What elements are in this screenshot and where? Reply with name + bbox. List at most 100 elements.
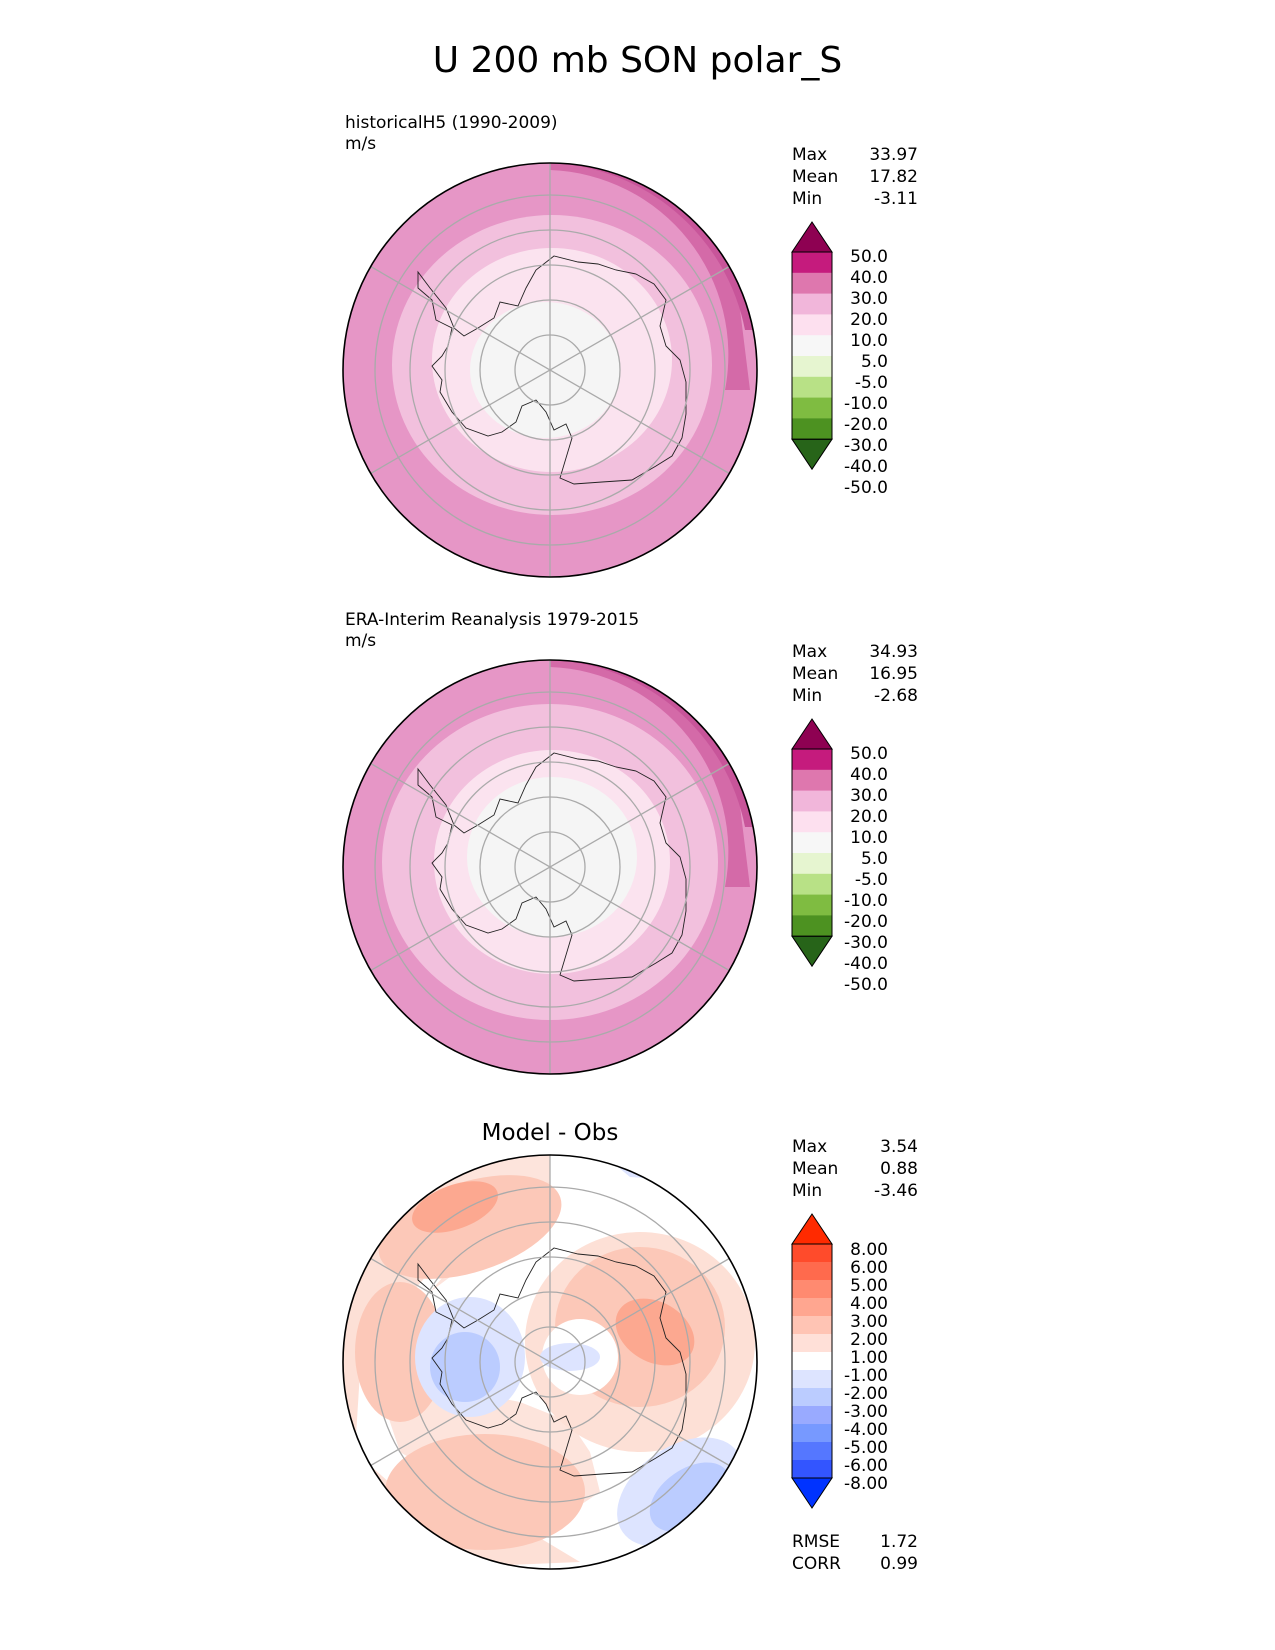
contour-3-4-nw [412, 1181, 498, 1233]
colorbar-segment [792, 1442, 832, 1461]
contour-neg2-neg3-w [430, 1332, 500, 1402]
graticule [370, 1155, 730, 1569]
tick-label: 10.0 [850, 828, 888, 848]
colorbar-diff [791, 1213, 833, 1509]
panel-title-diff: Model - Obs [481, 1120, 619, 1146]
tick-label: -5.0 [854, 870, 888, 890]
contour-1-2-outer [343, 1182, 580, 1569]
colorbar-segment [792, 418, 832, 440]
colorbar-segment [792, 1316, 832, 1335]
tick-label: -10.0 [844, 394, 888, 414]
tick-label: 50.0 [850, 744, 888, 764]
tick-label: 20.0 [850, 807, 888, 827]
colorbar-segment [792, 1370, 832, 1389]
colorbar-extend-min [791, 438, 833, 471]
polar-map-diff [342, 1154, 758, 1570]
colorbar-segment [792, 915, 832, 937]
colorbar-segment [792, 376, 832, 399]
tick-label: -2.00 [844, 1384, 888, 1404]
stat-min: Min -3.46 [792, 1181, 918, 1201]
contour-2-3-s [385, 1434, 585, 1550]
stat-max: Max 34.93 [792, 642, 918, 662]
colorbar-segment [792, 1460, 832, 1479]
colorbar-model [791, 221, 833, 471]
tick-label: 3.00 [850, 1312, 888, 1332]
contour-30-40 [550, 660, 750, 887]
colorbar-segment [792, 356, 832, 378]
tick-label: -40.0 [844, 954, 888, 974]
colorbar-extend-max [791, 221, 833, 253]
colorbar-segment [792, 1298, 832, 1317]
colorbar-segment [792, 1244, 832, 1263]
tick-label: -20.0 [844, 415, 888, 435]
panel-units-obs: m/s [345, 631, 377, 651]
tick-label: 50.0 [850, 247, 888, 267]
tick-label: 10.0 [850, 331, 888, 351]
stat-max: Max 33.97 [792, 145, 918, 165]
tick-label: 30.0 [850, 289, 888, 309]
panel-title-model: historicalH5 (1990-2009) [345, 113, 558, 133]
colorbar-segment [792, 1352, 832, 1371]
polar-map-obs [342, 659, 758, 1075]
colorbar-frame [791, 748, 833, 937]
contour-1-2-west [343, 1155, 600, 1512]
colorbar-segment [792, 272, 832, 295]
stat-min: Min -2.68 [792, 686, 918, 706]
colorbar-segment [792, 811, 832, 833]
colorbar-extend-min [791, 1477, 833, 1509]
colorbar-segment [792, 853, 832, 875]
colorbar-segment [792, 1424, 832, 1443]
metric-corr: CORR 0.99 [792, 1554, 918, 1574]
colorbar-segment [792, 1280, 832, 1299]
contour-3-4-e [615, 1298, 695, 1366]
graticule [370, 660, 730, 1074]
colorbar-segment [792, 1406, 832, 1425]
colorbar-extend-max [791, 1213, 833, 1245]
coastline [417, 1247, 687, 1477]
map-boundary [342, 162, 758, 578]
colorbar-obs [791, 718, 833, 968]
colorbar-segment [792, 832, 832, 854]
tick-label: 20.0 [850, 310, 888, 330]
colorbar-segment [792, 790, 832, 812]
tick-label: 30.0 [850, 786, 888, 806]
colorbar-segment [792, 1262, 832, 1281]
panel-units-model: m/s [345, 134, 377, 154]
tick-label: 2.00 [850, 1330, 888, 1350]
coastline [417, 752, 687, 982]
tick-label: -50.0 [844, 975, 888, 995]
polar-map-model [342, 162, 758, 578]
coastline [417, 255, 687, 485]
stat-max: Max 3.54 [792, 1137, 918, 1157]
tick-label: -40.0 [844, 457, 888, 477]
contour-neg5-5 [470, 302, 620, 438]
tick-label: -20.0 [844, 912, 888, 932]
colorbar-segment [792, 314, 832, 336]
tick-label: -1.00 [844, 1366, 888, 1386]
tick-label: -6.00 [844, 1456, 888, 1476]
tick-label: -8.00 [844, 1474, 888, 1494]
tick-label: 40.0 [850, 268, 888, 288]
figure-title: U 200 mb SON polar_S [432, 40, 843, 81]
colorbar-extend-min [791, 935, 833, 968]
tick-label: 5.00 [850, 1276, 888, 1296]
colorbar-segment [792, 873, 832, 896]
colorbar-segment [792, 1334, 832, 1353]
tick-label: 5.0 [860, 352, 888, 372]
tick-label: -5.0 [854, 373, 888, 393]
tick-label: 5.0 [860, 849, 888, 869]
tick-label: 6.00 [850, 1258, 888, 1278]
colorbar-segment [792, 1388, 832, 1407]
map-boundary [342, 659, 758, 1075]
tick-label: -10.0 [844, 891, 888, 911]
contour-30-40 [550, 163, 750, 390]
tick-label: -30.0 [844, 436, 888, 456]
tick-label: -4.00 [844, 1420, 888, 1440]
tick-label: 8.00 [850, 1240, 888, 1260]
colorbar-segment [792, 397, 832, 419]
colorbar-segment [792, 749, 832, 771]
stat-mean: Mean 17.82 [792, 167, 918, 187]
map-boundary [342, 1154, 758, 1570]
stat-mean: Mean 16.95 [792, 664, 918, 684]
tick-label: 4.00 [850, 1294, 888, 1314]
